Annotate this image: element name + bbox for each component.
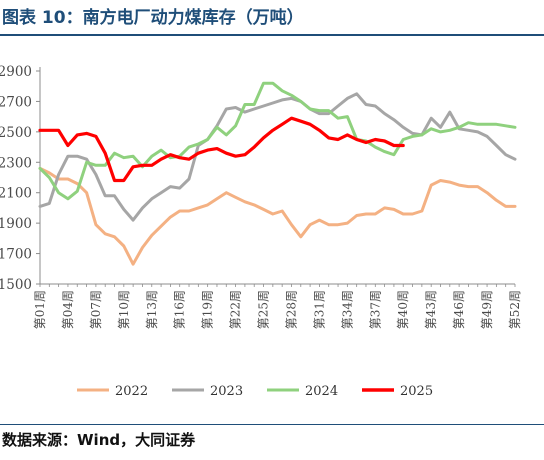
chart-title: 图表 10：南方电厂动力煤库存（万吨） <box>2 8 304 28</box>
x-tick-label: 第04周 <box>61 290 75 329</box>
x-tick-label: 第25周 <box>257 290 271 329</box>
x-tick-label: 第34周 <box>340 290 354 329</box>
x-tick-label: 第28周 <box>284 290 298 329</box>
x-tick-label: 第52周 <box>508 290 522 329</box>
y-axis-tick-labels: 1500 1700 1900 2100 2300 2500 2700 2900 <box>0 64 32 293</box>
x-axis-tick-labels: 第01周 第04周 第07周 第10周 第13周 第16周 第19周 第22周 第25周 第28周… <box>33 290 522 329</box>
y-tick-label: 1500 <box>0 277 32 293</box>
x-tick-label: 第49周 <box>480 290 494 329</box>
series-line-2025 <box>38 116 405 183</box>
y-tick-label: 2500 <box>0 125 32 141</box>
line-chart: 1500 1700 1900 2100 2300 2500 2700 2900 第01周 第04… <box>0 64 522 399</box>
x-tick-label: 第16周 <box>173 290 187 329</box>
x-tick-label: 第10周 <box>117 290 131 329</box>
x-tick-label: 第46周 <box>452 290 466 329</box>
x-tick-label: 第01周 <box>33 290 47 329</box>
series-line-2023 <box>38 92 517 222</box>
x-tick-label: 第07周 <box>89 290 103 329</box>
x-tick-label: 第19周 <box>201 290 215 329</box>
x-tick-label: 第40周 <box>396 290 410 329</box>
title-divider <box>0 34 544 36</box>
y-tick-label: 1700 <box>0 247 32 263</box>
series-line-2024 <box>38 81 517 201</box>
x-tick-label: 第13周 <box>145 290 159 329</box>
source-divider <box>0 424 544 425</box>
y-tick-label: 2300 <box>0 155 32 171</box>
legend-label-2025: 2025 <box>400 384 433 399</box>
y-tick-label: 2700 <box>0 94 32 110</box>
y-tick-label: 1900 <box>0 216 32 232</box>
legend-label-2024: 2024 <box>305 384 338 399</box>
series-lines <box>38 81 517 266</box>
x-tick-label: 第31周 <box>312 290 326 329</box>
x-tick-label: 第43周 <box>424 290 438 329</box>
series-line-2022 <box>38 166 517 266</box>
chart-legend: 2022 2023 2024 2025 <box>77 384 433 399</box>
legend-label-2022: 2022 <box>115 384 148 399</box>
x-tick-label: 第22周 <box>229 290 243 329</box>
legend-label-2023: 2023 <box>210 384 243 399</box>
y-tick-label: 2900 <box>0 64 32 80</box>
data-source-note: 数据来源：Wind，大同证券 <box>2 431 196 449</box>
x-tick-label: 第37周 <box>368 290 382 329</box>
y-tick-label: 2100 <box>0 186 32 202</box>
chart-axes <box>36 67 516 287</box>
